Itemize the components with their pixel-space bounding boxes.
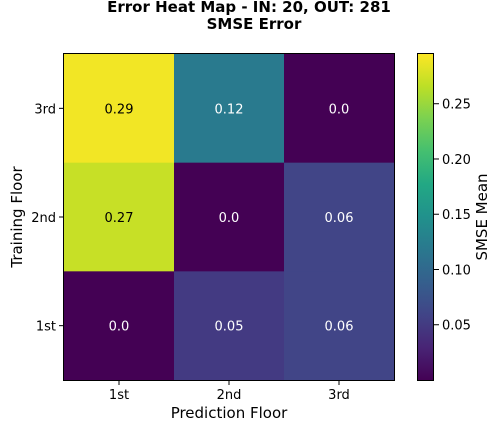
x-tick-label: 1st	[109, 388, 129, 403]
colorbar-ticks: 0.05 0.10 0.15 0.20 0.25	[434, 98, 471, 334]
colorbar-tick-label: 0.25	[442, 98, 471, 113]
chart-subtitle: SMSE Error	[207, 15, 302, 33]
colorbar-tick-label: 0.10	[442, 263, 471, 278]
heatmap-cells	[64, 54, 395, 381]
x-tick-label: 2nd	[217, 388, 242, 403]
cell-value-label: 0.0	[109, 320, 130, 335]
cell-value-label: 0.0	[219, 211, 240, 226]
heatmap-cell	[174, 271, 285, 381]
colorbar-title: SMSE Mean	[473, 173, 491, 260]
heatmap-cell	[64, 162, 175, 272]
y-tick-label: 3rd	[34, 102, 56, 117]
heatmap-cell-labels: 0.29 0.12 0.0 0.27 0.0 0.06 0.0 0.05 0.06	[105, 102, 354, 334]
cell-value-label: 0.05	[215, 320, 244, 335]
cell-value-label: 0.06	[325, 211, 354, 226]
y-tick-label: 2nd	[31, 211, 56, 226]
x-axis-ticks: 1st 2nd 3rd	[109, 380, 350, 403]
heatmap-cell	[64, 271, 175, 381]
x-axis-title: Prediction Floor	[171, 404, 288, 422]
heatmap-cell	[174, 162, 285, 272]
heatmap-cell	[284, 54, 395, 164]
colorbar-tick-label: 0.20	[442, 153, 471, 168]
cell-value-label: 0.06	[325, 320, 354, 335]
cell-value-label: 0.12	[215, 102, 244, 117]
y-axis-ticks: 1st 2nd 3rd	[31, 102, 64, 335]
colorbar-tick-label: 0.05	[442, 319, 471, 334]
x-tick-label: 3rd	[328, 388, 350, 403]
y-axis-title: Training Floor	[8, 166, 26, 269]
cell-value-label: 0.29	[105, 102, 134, 117]
cell-value-label: 0.0	[329, 102, 350, 117]
heatmap-cell	[64, 54, 175, 164]
y-tick-label: 1st	[36, 320, 56, 335]
colorbar-tick-label: 0.15	[442, 208, 471, 223]
heatmap-cell	[284, 162, 395, 272]
cell-value-label: 0.27	[105, 211, 134, 226]
colorbar	[417, 53, 434, 381]
heatmap-cell	[174, 54, 285, 164]
chart-title: Error Heat Map - IN: 20, OUT: 281	[107, 0, 391, 16]
heatmap-cell	[284, 271, 395, 381]
